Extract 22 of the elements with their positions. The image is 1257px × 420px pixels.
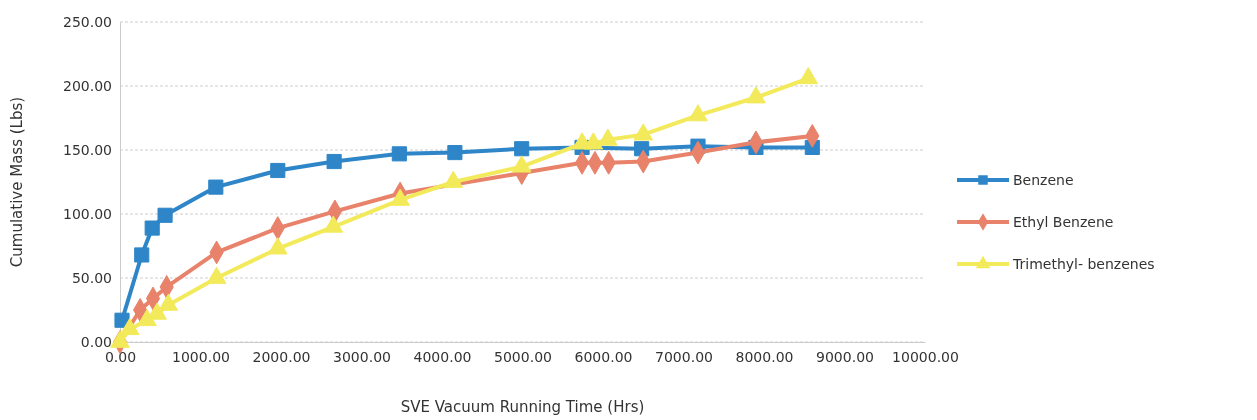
x-tick-label: 3000.00 bbox=[333, 348, 391, 365]
y-tick-label: 50.00 bbox=[71, 269, 112, 286]
x-tick-label: 8000.00 bbox=[735, 348, 794, 365]
y-tick-label: 250.00 bbox=[63, 13, 112, 30]
y-tick-label: 150.00 bbox=[63, 141, 112, 158]
x-tick-label: 6000.00 bbox=[574, 348, 633, 365]
x-axis-title: SVE Vacuum Running Time (Hrs) bbox=[400, 398, 645, 416]
x-tick-label: 0.00 bbox=[104, 348, 137, 365]
legend-label: Benzene bbox=[1013, 172, 1074, 188]
legend-label: Trimethyl- benzenes bbox=[1012, 256, 1155, 272]
y-tick-label: 0.00 bbox=[80, 333, 112, 350]
x-tick-label: 7000.00 bbox=[655, 348, 713, 365]
x-tick-label: 1000.00 bbox=[172, 348, 230, 365]
legend-label: Ethyl Benzene bbox=[1013, 214, 1114, 230]
y-axis-title: Cumulative Mass (Lbs) bbox=[8, 96, 26, 268]
y-tick-label: 100.00 bbox=[63, 205, 112, 222]
x-tick-label: 5000.00 bbox=[494, 348, 552, 365]
x-tick-label: 2000.00 bbox=[252, 348, 311, 365]
x-tick-label: 4000.00 bbox=[413, 348, 472, 365]
x-tick-label: 10000.00 bbox=[892, 348, 959, 365]
x-tick-label: 9000.00 bbox=[816, 348, 874, 365]
y-tick-label: 200.00 bbox=[63, 77, 112, 94]
